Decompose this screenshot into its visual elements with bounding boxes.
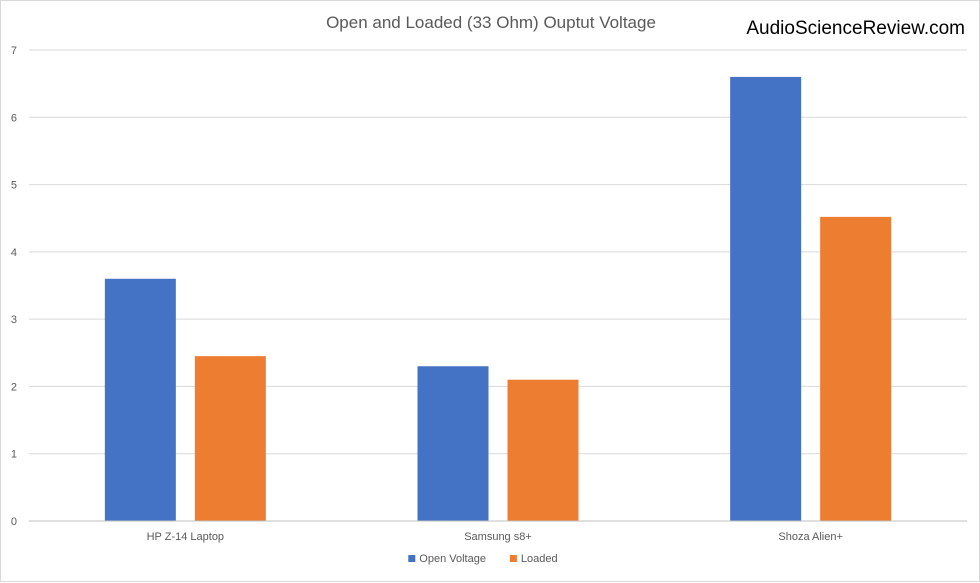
y-tick-label: 2 xyxy=(11,381,17,393)
x-category-label: Shoza Alien+ xyxy=(778,531,843,543)
legend-swatch xyxy=(408,555,416,562)
bars xyxy=(104,76,892,522)
legend-swatch xyxy=(509,555,517,562)
y-tick-label: 3 xyxy=(11,314,17,326)
bar-open-voltage xyxy=(730,76,802,522)
watermark-text: AudioScienceReview.com xyxy=(746,18,965,39)
gridlines xyxy=(29,49,967,455)
x-category-label: HP Z-14 Laptop xyxy=(147,531,224,543)
y-tick-label: 0 xyxy=(11,516,17,528)
y-tick-label: 4 xyxy=(11,247,17,259)
bar-loaded xyxy=(194,356,266,521)
x-category-label: Samsung s8+ xyxy=(464,531,532,543)
legend: Open Voltage Loaded xyxy=(408,553,558,565)
bar-loaded xyxy=(820,216,892,521)
bar-loaded xyxy=(507,379,579,521)
chart-title: Open and Loaded (33 Ohm) Ouptut Voltage xyxy=(326,13,656,32)
legend-label: Loaded xyxy=(521,553,558,565)
y-tick-label: 7 xyxy=(11,45,17,57)
bar-open-voltage xyxy=(417,366,489,521)
bar-open-voltage xyxy=(104,278,176,521)
y-tick-label: 1 xyxy=(11,449,17,461)
axes: 0 1 2 3 4 5 6 7 HP Z-14 Laptop Samsung s8+ Shoza A… xyxy=(11,45,967,543)
y-tick-label: 6 xyxy=(11,112,17,124)
legend-label: Open Voltage xyxy=(419,553,486,565)
y-tick-label: 5 xyxy=(11,180,17,192)
